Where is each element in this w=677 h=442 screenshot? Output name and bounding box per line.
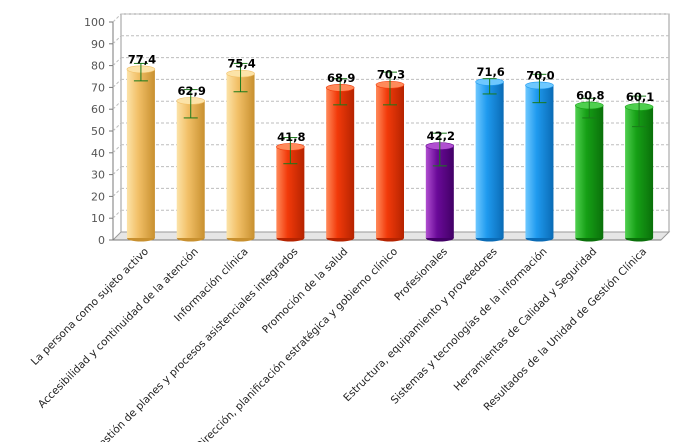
data-label: 75,4 [227,57,255,71]
error-bar [283,137,298,165]
data-label: 71,6 [476,65,504,79]
error-bar [233,62,248,93]
bar [475,78,504,242]
gridline-diag [112,13,122,23]
error-bar [133,62,148,82]
y-tick-label: 20 [91,190,105,203]
x-tick-label: Promoción de la salud [260,246,350,336]
data-label: 60,8 [576,88,604,102]
gridline-diag [112,79,122,88]
bar-body [525,85,554,239]
bar [375,80,405,242]
data-label: 70,3 [377,68,405,82]
bar [574,101,604,242]
gridline-diag [112,144,122,154]
gridline-diag [112,188,122,197]
bar [325,83,355,242]
y-tick-label: 50 [91,125,105,138]
gridline-diag [112,35,122,45]
y-tick-label: 100 [84,16,105,29]
gridline-diag [112,209,122,219]
gridline-diag [112,166,122,175]
bar [176,97,206,242]
data-label: 60,1 [626,90,654,104]
error-bar [632,95,647,128]
y-tick-label: 70 [91,81,105,94]
y-tick-label: 60 [91,103,105,116]
error-bar [482,78,497,95]
y-tick-label: 40 [91,147,105,160]
bar [226,69,255,242]
error-bar [383,71,397,106]
bar-body [575,105,604,239]
data-label: 68,9 [327,71,355,85]
error-bar [532,73,547,104]
bar-body [326,87,355,238]
gridline-diag [112,100,122,110]
bar [525,81,554,242]
gridline-diag [112,57,122,66]
bar-body [226,73,255,239]
y-tick-label: 10 [91,212,105,225]
data-label: 42,2 [427,129,455,143]
y-tick-label: 80 [91,60,105,73]
data-label: 70,0 [526,68,554,82]
bar-body [475,81,504,238]
error-bar [582,97,597,119]
bar [126,65,156,242]
y-tick-label: 30 [91,169,105,182]
data-label: 62,9 [178,84,206,98]
bar-body [126,69,155,238]
y-tick-label: 0 [98,234,105,247]
gridline-diag [112,122,122,132]
error-bar [432,132,447,167]
bar-body [176,100,205,239]
data-label: 77,4 [128,52,156,66]
error-bar [333,78,348,106]
bar-body [625,106,654,239]
y-tick-label: 90 [91,38,105,51]
bar-body [376,84,404,238]
data-label: 41,8 [277,130,305,144]
error-bar [183,89,198,119]
